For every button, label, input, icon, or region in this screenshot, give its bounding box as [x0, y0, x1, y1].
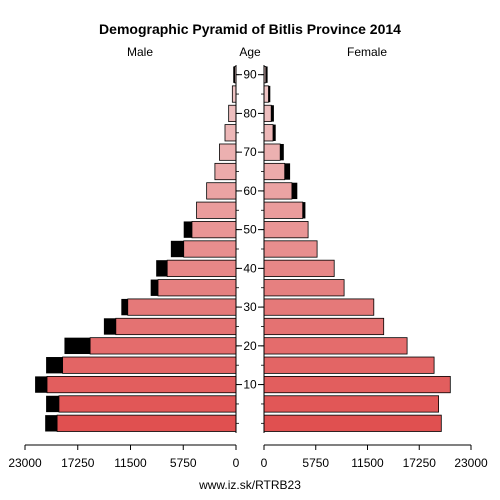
male-bar-80-84	[228, 104, 237, 123]
female-bar-20-24	[263, 337, 408, 355]
female-bar-70-74	[263, 143, 281, 161]
male-bar-extra-35-39	[150, 279, 159, 296]
age-tick-label: 30	[243, 300, 257, 314]
male-bar-0-4	[56, 414, 237, 432]
male-bars	[35, 66, 237, 432]
male-bar-85-89	[231, 85, 237, 103]
male-bar-extra-0-4	[45, 415, 58, 432]
female-bar-extra-80-84	[271, 105, 274, 122]
female-bar-extra-75-79	[273, 124, 276, 141]
age-tick-label: 10	[243, 378, 257, 392]
age-tick-label: 50	[243, 223, 257, 237]
male-bar-50-54	[191, 221, 237, 239]
age-tick-label: 90	[243, 68, 257, 82]
female-x-tick-label: 5750	[302, 456, 329, 470]
male-bar-70-74	[219, 143, 237, 161]
female-x-tick-label: 0	[261, 456, 268, 470]
male-bar-15-19	[62, 356, 237, 374]
male-bar-55-59	[196, 201, 237, 219]
female-bar-60-64	[263, 182, 293, 200]
male-bar-extra-90+	[233, 66, 235, 83]
age-tick-label: 80	[243, 106, 257, 120]
male-x-tick-label: 23000	[8, 456, 42, 470]
male-bar-extra-20-24	[64, 337, 91, 355]
male-x-tick-label: 11500	[114, 456, 147, 470]
male-bar-5-9	[58, 395, 237, 413]
male-bar-35-39	[157, 279, 237, 297]
female-bar-85-89	[263, 85, 269, 103]
male-bar-25-29	[115, 317, 237, 336]
male-bar-extra-50-54	[183, 221, 192, 238]
male-bar-extra-25-29	[103, 318, 116, 335]
female-bar-extra-55-59	[302, 202, 306, 219]
female-bar-25-29	[263, 317, 385, 336]
age-tick-label: 70	[243, 145, 257, 159]
male-bar-extra-15-19	[46, 357, 63, 374]
female-bars	[263, 66, 451, 432]
female-bar-extra-85-89	[268, 85, 271, 103]
female-x-tick-label: 23000	[454, 456, 488, 470]
female-bar-55-59	[263, 201, 304, 219]
male-x-tick-label: 17250	[61, 456, 95, 470]
female-bar-extra-90+	[265, 66, 268, 83]
footer-url: www.iz.sk/RTRB23	[198, 478, 301, 492]
male-bar-65-69	[214, 162, 237, 181]
age-label: Age	[239, 45, 261, 59]
male-bar-extra-5-9	[46, 395, 59, 413]
female-x-tick-label: 17250	[403, 456, 437, 470]
male-bar-20-24	[89, 337, 237, 355]
male-bar-10-14	[46, 375, 237, 394]
female-bar-50-54	[263, 221, 309, 239]
female-bar-30-34	[263, 298, 375, 316]
chart-title: Demographic Pyramid of Bitlis Province 2…	[99, 21, 401, 37]
age-tick-label: 60	[243, 184, 257, 198]
male-bar-extra-45-49	[170, 240, 184, 258]
female-bar-5-9	[263, 395, 440, 413]
female-bar-80-84	[263, 104, 272, 123]
female-x-tick-label: 11500	[351, 456, 384, 470]
male-bar-45-49	[183, 240, 237, 258]
female-bar-35-39	[263, 279, 345, 297]
male-bar-30-34	[127, 298, 237, 316]
male-bar-60-64	[206, 182, 237, 200]
male-bar-75-79	[224, 124, 237, 142]
male-x-tick-label: 5750	[170, 456, 197, 470]
male-bar-40-44	[166, 259, 237, 277]
female-bar-65-69	[263, 162, 286, 181]
female-bar-extra-65-69	[284, 163, 291, 180]
male-bar-extra-30-34	[121, 298, 128, 316]
female-bar-15-19	[263, 356, 435, 374]
axes: 10 20 30 40 50 60 70 80 90 23000 17250 11500 5750 0 0 5…	[8, 65, 488, 470]
age-tick-label: 20	[243, 339, 257, 353]
female-bar-45-49	[263, 240, 318, 258]
age-tick-label: 40	[243, 261, 257, 275]
female-bar-10-14	[263, 375, 451, 394]
female-bar-extra-70-74	[280, 143, 284, 161]
male-bar-extra-40-44	[156, 260, 168, 277]
male-x-tick-label: 0	[233, 456, 240, 470]
female-bar-0-4	[263, 414, 442, 432]
female-bar-extra-60-64	[291, 182, 298, 200]
male-bar-extra-10-14	[35, 376, 48, 393]
male-label: Male	[127, 45, 153, 59]
female-bar-40-44	[263, 259, 335, 277]
female-bar-75-79	[263, 124, 274, 142]
female-label: Female	[347, 45, 387, 59]
